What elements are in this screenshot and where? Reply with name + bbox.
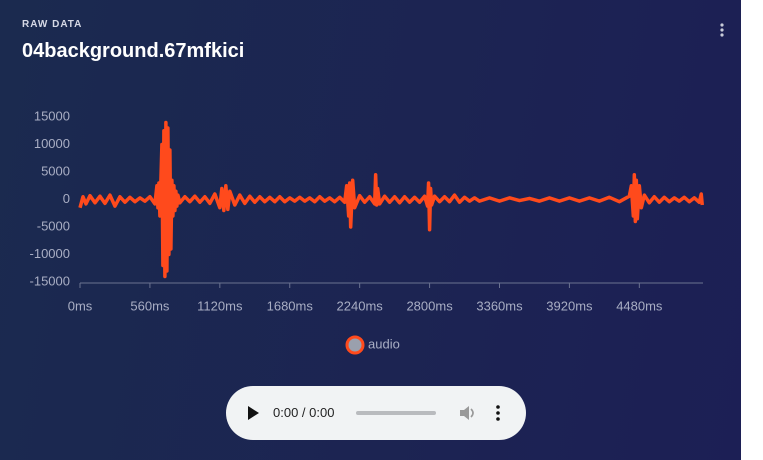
x-tick-label: 1680ms — [267, 298, 314, 313]
y-tick-label: -10000 — [30, 246, 70, 261]
x-tick-label: 1120ms — [197, 298, 243, 313]
y-tick-label: -5000 — [37, 218, 70, 233]
card: RAW DATA 04background.67mfkici 15000 1000… — [0, 0, 741, 460]
audio-player: 0:00 / 0:00 — [226, 386, 526, 440]
title: 04background.67mfkici — [22, 40, 245, 62]
time: 0:00 / 0:00 — [273, 405, 335, 420]
seek-bar[interactable] — [354, 410, 438, 416]
y-tick-label: -15000 — [30, 273, 70, 288]
chart: 15000 10000 5000 0 -5000 -10000 -15000 0ms 560ms… — [30, 108, 704, 355]
menu-button[interactable] — [716, 22, 728, 38]
volume-button[interactable] — [458, 404, 476, 422]
x-tick-label: 3360ms — [476, 298, 523, 313]
waveform — [78, 120, 704, 279]
x-tick-label: 0ms — [68, 298, 93, 313]
y-tick-label: 10000 — [34, 136, 70, 151]
x-tick-label: 2240ms — [337, 298, 384, 313]
y-tick-label: 15000 — [34, 108, 70, 123]
legend-label: audio — [368, 336, 400, 351]
x-tick-label: 4480ms — [616, 298, 663, 313]
x-tick-label: 2800ms — [406, 298, 453, 313]
legend-marker — [345, 335, 365, 355]
more-button[interactable] — [494, 404, 502, 422]
y-tick-label: 0 — [63, 191, 70, 206]
kicker: RAW DATA — [22, 19, 83, 30]
x-tick-label: 560ms — [130, 298, 170, 313]
y-tick-label: 5000 — [41, 163, 70, 178]
play-button[interactable] — [246, 405, 260, 421]
x-tick-label: 3920ms — [546, 298, 593, 313]
